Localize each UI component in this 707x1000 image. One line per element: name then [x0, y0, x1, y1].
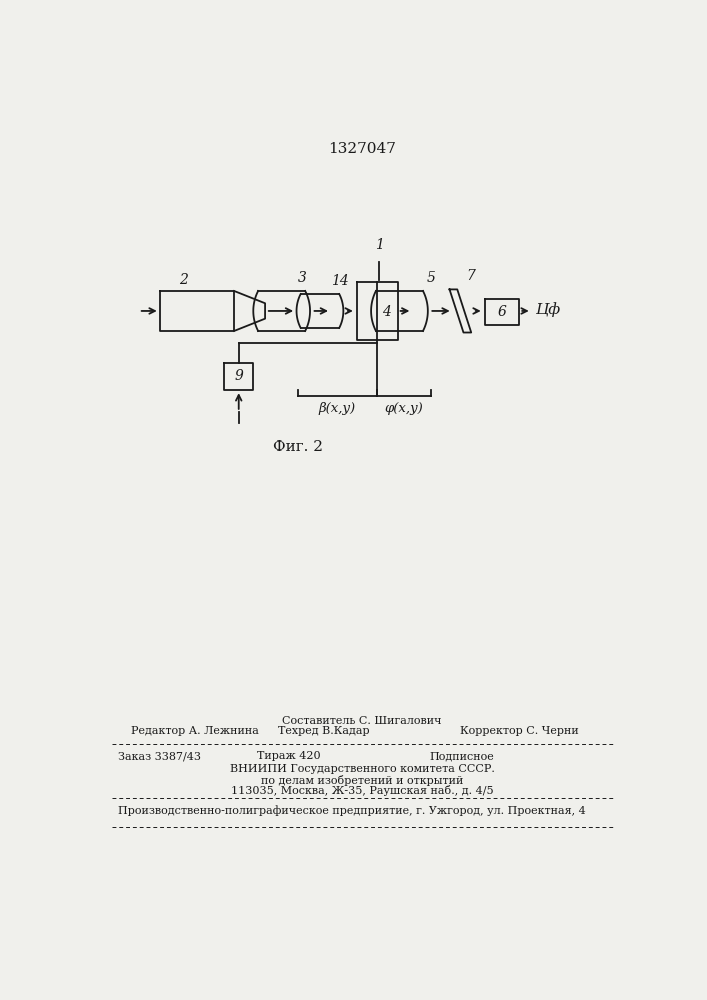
Text: Тираж 420: Тираж 420 [257, 751, 321, 761]
Text: 1327047: 1327047 [328, 142, 396, 156]
Text: Составитель С. Шигалович: Составитель С. Шигалович [282, 716, 442, 726]
Text: 4: 4 [382, 306, 391, 320]
Text: 6: 6 [498, 305, 507, 319]
Text: Редактор А. Лежнина: Редактор А. Лежнина [131, 726, 259, 736]
Text: по делам изобретений и открытий: по делам изобретений и открытий [261, 774, 463, 786]
Text: ВНИИПИ Государственного комитета СССР.: ВНИИПИ Государственного комитета СССР. [230, 764, 494, 774]
Text: 2: 2 [180, 273, 188, 287]
Text: 9: 9 [234, 369, 243, 383]
Text: Техред В.Кадар: Техред В.Кадар [279, 726, 370, 736]
Text: 14: 14 [332, 274, 349, 288]
Text: Фиг. 2: Фиг. 2 [273, 440, 322, 454]
Text: Цф: Цф [534, 302, 560, 317]
Text: 113035, Москва, Ж-35, Раушская наб., д. 4/5: 113035, Москва, Ж-35, Раушская наб., д. … [230, 785, 493, 796]
Text: 5: 5 [426, 271, 436, 285]
Text: 1: 1 [375, 238, 383, 252]
Text: 7: 7 [467, 269, 476, 283]
Text: Подписное: Подписное [429, 751, 494, 761]
Text: Заказ 3387/43: Заказ 3387/43 [118, 751, 201, 761]
Text: φ(x,y): φ(x,y) [385, 402, 423, 415]
Text: Корректор С. Черни: Корректор С. Черни [460, 726, 579, 736]
Text: 3: 3 [298, 271, 307, 285]
Text: β(x,y): β(x,y) [319, 402, 356, 415]
Text: Производственно-полиграфическое предприятие, г. Ужгород, ул. Проектная, 4: Производственно-полиграфическое предприя… [118, 805, 585, 816]
